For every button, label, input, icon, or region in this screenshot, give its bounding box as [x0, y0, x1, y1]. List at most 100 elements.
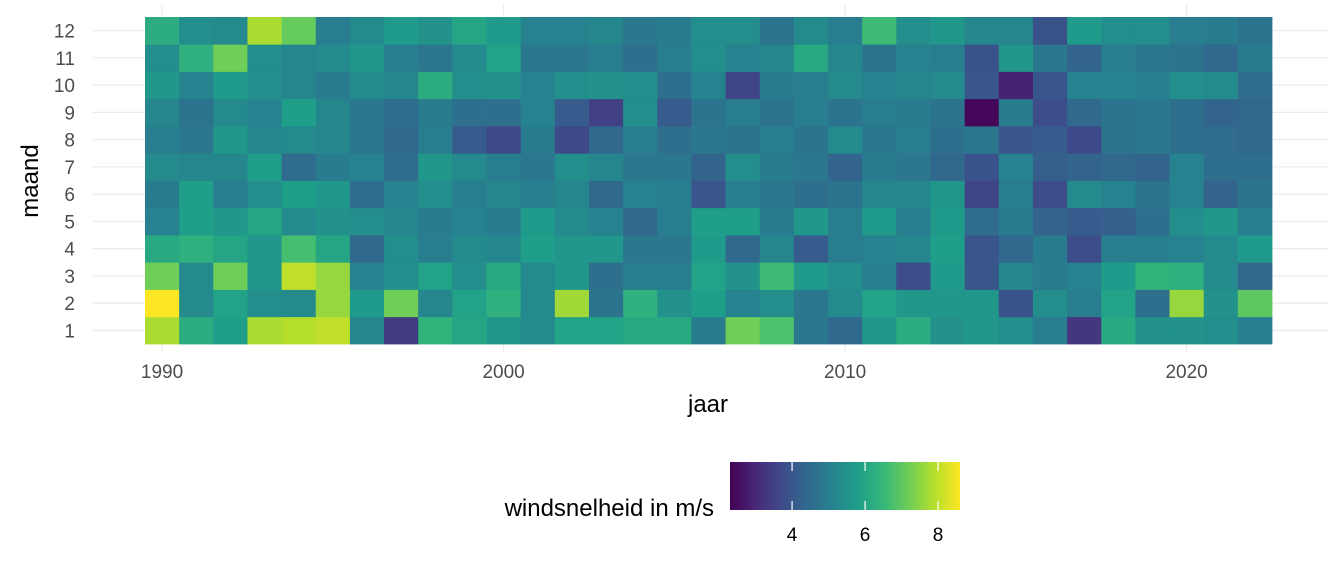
heatmap-cell-2014-9	[964, 98, 1000, 127]
heatmap-cell-2015-8	[998, 126, 1034, 154]
heatmap-cell-1994-3	[281, 262, 317, 290]
heatmap-cell-2021-3	[1203, 262, 1239, 290]
heatmap-cell-2008-12	[759, 17, 795, 45]
heatmap-cell-2006-8	[691, 126, 726, 154]
heatmap-cell-2013-11	[930, 44, 966, 72]
heatmap-cell-2002-3	[554, 262, 590, 290]
heatmap-cell-2013-4	[930, 235, 966, 263]
heatmap-cell-2001-11	[520, 44, 556, 72]
heatmap-cell-2011-8	[862, 126, 897, 154]
heatmap-cell-2008-10	[759, 71, 795, 100]
heatmap-cell-2013-8	[930, 126, 966, 154]
heatmap-cell-2016-2	[1032, 289, 1068, 318]
heatmap-cell-2002-5	[554, 207, 590, 236]
heatmap-cell-2000-12	[486, 17, 522, 45]
heatmap-cell-2007-10	[725, 71, 761, 100]
heatmap-cell-1995-12	[315, 17, 351, 45]
heatmap-cell-2019-8	[1135, 126, 1170, 154]
heatmap-cell-2009-4	[793, 235, 829, 263]
x-tick-label: 2020	[1165, 362, 1207, 383]
heatmap-cell-1996-9	[349, 98, 385, 127]
heatmap-cell-2000-7	[486, 153, 522, 181]
heatmap-cell-2018-9	[1101, 98, 1136, 127]
heatmap-cell-2015-9	[998, 98, 1034, 127]
legend-tick-label: 8	[933, 525, 944, 546]
heatmap-cell-2019-6	[1135, 180, 1170, 209]
heatmap-cell-2008-1	[759, 316, 795, 345]
heatmap-cell-2017-11	[1067, 44, 1102, 72]
heatmap-cell-1997-11	[384, 44, 419, 72]
heatmap-cell-1997-7	[384, 153, 419, 181]
heatmap-cell-2004-6	[623, 180, 658, 209]
heatmap-cell-2007-2	[725, 289, 761, 318]
heatmap-cell-2018-11	[1101, 44, 1136, 72]
heatmap-cell-2000-9	[486, 98, 522, 127]
heatmap-cell-2014-1	[964, 316, 1000, 345]
heatmap-cell-2020-2	[1169, 289, 1205, 318]
heatmap-cell-2017-4	[1067, 235, 1102, 263]
heatmap-cell-1994-6	[281, 180, 317, 209]
heatmap-cell-1990-11	[145, 44, 180, 72]
heatmap-cell-1991-11	[179, 44, 214, 72]
heatmap-cell-2018-3	[1101, 262, 1136, 290]
heatmap-cell-1999-11	[452, 44, 487, 72]
heatmap-cell-2014-2	[964, 289, 1000, 318]
heatmap-cell-2018-10	[1101, 71, 1136, 100]
y-tick-label: 8	[64, 131, 75, 152]
heatmap-cell-1993-2	[247, 289, 282, 318]
heatmap-cell-1993-9	[247, 98, 282, 127]
y-tick-label: 7	[64, 158, 75, 179]
heatmap-cell-2006-4	[691, 235, 726, 263]
heatmap-cell-1992-6	[213, 180, 248, 209]
heatmap-cell-2011-7	[862, 153, 897, 181]
heatmap-cell-2004-5	[623, 207, 658, 236]
heatmap-cell-2021-5	[1203, 207, 1239, 236]
legend-colorbar	[730, 462, 960, 510]
heatmap-cell-1997-12	[384, 17, 419, 45]
heatmap-cell-2012-11	[896, 44, 931, 72]
heatmap-cell-2011-6	[862, 180, 897, 209]
heatmap-cell-2012-2	[896, 289, 931, 318]
heatmap-cell-2000-1	[486, 316, 522, 345]
heatmap-cell-2010-5	[828, 207, 863, 236]
heatmap-cell-2021-11	[1203, 44, 1239, 72]
heatmap-cell-2016-11	[1032, 44, 1068, 72]
heatmap-cell-1999-5	[452, 207, 487, 236]
heatmap-cell-2003-10	[588, 71, 624, 100]
heatmap-cell-2016-7	[1032, 153, 1068, 181]
heatmap-cell-1998-6	[418, 180, 453, 209]
heatmap-cell-2020-11	[1169, 44, 1205, 72]
heatmap-cell-2020-4	[1169, 235, 1205, 263]
heatmap-cell-2015-7	[998, 153, 1034, 181]
heatmap-cell-2019-3	[1135, 262, 1170, 290]
x-axis-ticks: 1990 2000 2010 2020	[141, 362, 1208, 383]
heatmap-cell-1996-5	[349, 207, 385, 236]
heatmap-cell-2006-3	[691, 262, 726, 290]
heatmap-cell-1994-9	[281, 98, 317, 127]
heatmap-cell-2007-3	[725, 262, 761, 290]
heatmap-cell-2000-5	[486, 207, 522, 236]
heatmap-cell-1994-5	[281, 207, 317, 236]
heatmap-cell-2010-8	[828, 126, 863, 154]
heatmap-cell-2022-4	[1237, 235, 1273, 263]
heatmap-cell-2007-8	[725, 126, 761, 154]
heatmap-cell-2014-7	[964, 153, 1000, 181]
heatmap-cell-2003-2	[588, 289, 624, 318]
heatmap-cell-2022-1	[1237, 316, 1273, 345]
heatmap-cell-1994-1	[281, 316, 317, 345]
heatmap-cell-2005-4	[657, 235, 692, 263]
heatmap-cell-1999-9	[452, 98, 487, 127]
heatmap-cell-1990-5	[145, 207, 180, 236]
heatmap-cell-1993-6	[247, 180, 282, 209]
heatmap-cell-2011-4	[862, 235, 897, 263]
heatmap-cell-1990-12	[145, 17, 180, 45]
heatmap-cell-2005-7	[657, 153, 692, 181]
heatmap-cell-1996-2	[349, 289, 385, 318]
heatmap-cell-2022-7	[1237, 153, 1273, 181]
heatmap-cell-2022-3	[1237, 262, 1273, 290]
heatmap-cell-1999-4	[452, 235, 487, 263]
heatmap-cell-1997-6	[384, 180, 419, 209]
heatmap-cell-2018-5	[1101, 207, 1136, 236]
heatmap-cell-2005-1	[657, 316, 692, 345]
